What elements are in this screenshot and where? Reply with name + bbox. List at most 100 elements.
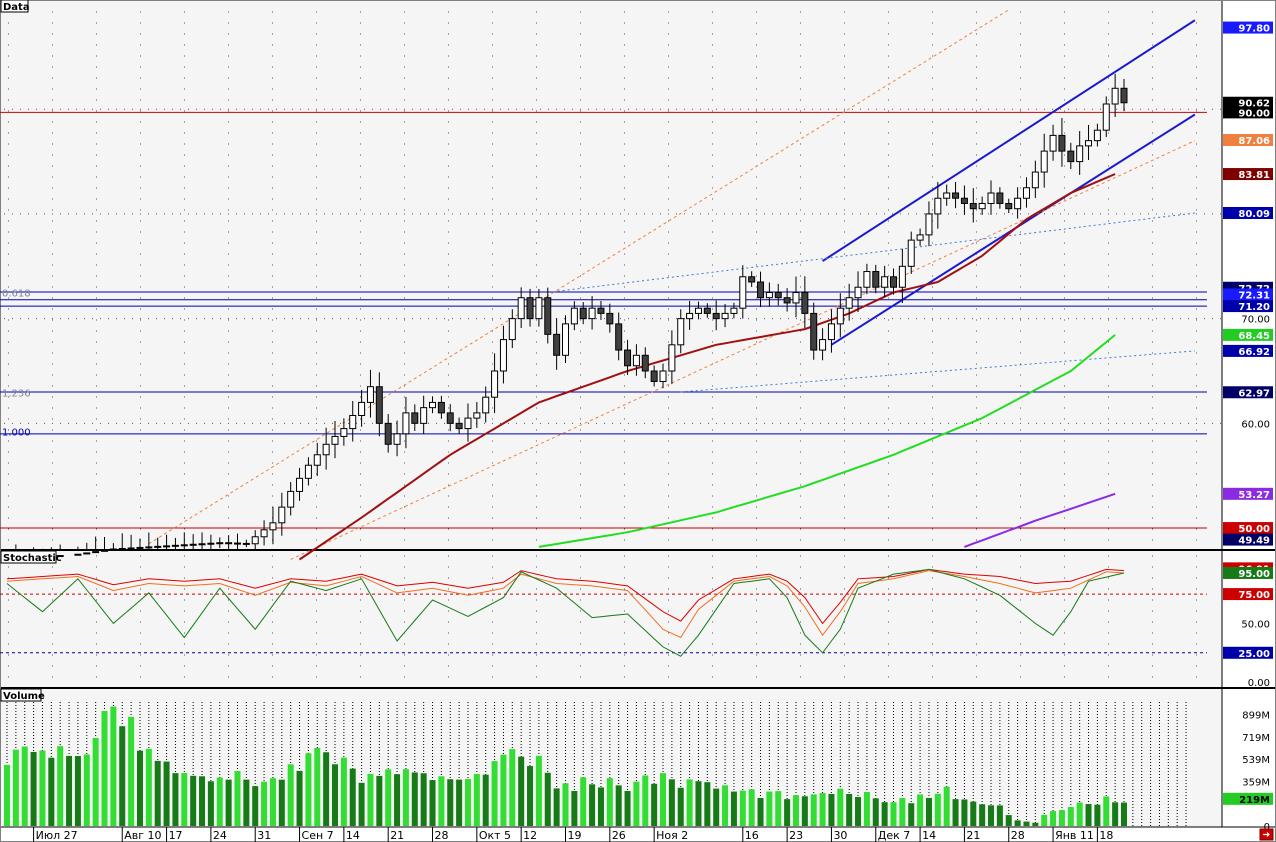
volume-bar xyxy=(429,780,436,826)
candle-body xyxy=(491,370,499,398)
candle-body xyxy=(127,547,135,550)
volume-bar xyxy=(420,773,427,826)
candle-body xyxy=(384,422,392,445)
candle-body xyxy=(154,545,162,548)
price-badge: 71.20 xyxy=(1238,302,1270,313)
volume-bar xyxy=(21,746,28,826)
volume-bar xyxy=(518,756,525,826)
candle-body xyxy=(171,544,179,547)
price-badge: 90.00 xyxy=(1238,108,1270,119)
volume-bar xyxy=(748,789,755,826)
candle-body xyxy=(233,542,241,545)
volume-bar xyxy=(12,749,19,826)
date-label: Авг 10 xyxy=(124,829,161,842)
candle-body xyxy=(872,271,880,288)
candle-body xyxy=(109,548,117,551)
candle-body xyxy=(907,239,915,267)
candle-body xyxy=(535,297,543,320)
date-label: 28 xyxy=(1011,829,1025,842)
date-label: 16 xyxy=(745,829,759,842)
volume-bars xyxy=(4,702,1187,826)
candle-body xyxy=(703,307,711,314)
candle-body xyxy=(588,307,596,320)
volume-bar xyxy=(1067,807,1074,826)
volume-bar xyxy=(722,785,729,826)
trend-channel-line xyxy=(680,350,1195,393)
stochastic-badge-bg xyxy=(1223,566,1273,579)
moving-average-line xyxy=(538,334,1116,548)
candle-body xyxy=(1076,145,1084,163)
candle-body xyxy=(597,307,605,314)
price-badge-bg xyxy=(1223,106,1273,119)
volume-badge: 219M xyxy=(1239,795,1270,806)
labels: Data Stochastic Volume 0.618 1.236 1.000 Июл 2… xyxy=(0,0,1113,842)
price-badge: 87.06 xyxy=(1238,136,1270,147)
volume-bar xyxy=(917,794,924,826)
volume-bar xyxy=(48,757,55,826)
candle-body xyxy=(331,435,339,445)
candle-body xyxy=(801,291,809,314)
volume-bar xyxy=(438,776,445,826)
volume-bar xyxy=(74,756,81,826)
price-axis-tick: 60.00 xyxy=(1241,419,1270,430)
volume-bar xyxy=(1076,802,1083,826)
candle-body xyxy=(712,312,720,320)
candle-body xyxy=(101,549,109,552)
price-badge: 97.80 xyxy=(1238,24,1270,35)
candle-body xyxy=(136,546,144,549)
candle-body xyxy=(1022,187,1030,199)
price-badge-bg xyxy=(1223,533,1273,546)
volume-bar xyxy=(739,790,746,826)
candle-body xyxy=(216,542,224,545)
candle-body xyxy=(650,370,658,382)
candle-body xyxy=(1085,140,1093,147)
volume-bar xyxy=(668,779,675,826)
candle-body xyxy=(624,349,632,367)
price-badge: 62.97 xyxy=(1238,388,1270,399)
volume-bar xyxy=(1112,802,1119,826)
volume-panel-title: Volume xyxy=(3,691,45,702)
candle-body xyxy=(420,407,428,424)
volume-bar xyxy=(296,770,303,826)
stochastic-panel xyxy=(0,551,1222,687)
volume-bar xyxy=(57,746,64,826)
candle-body xyxy=(641,354,649,372)
volume-bar xyxy=(172,773,179,826)
candle-body xyxy=(561,323,569,356)
candle-body xyxy=(579,307,587,320)
volume-bar xyxy=(216,777,223,826)
trend-channel-line xyxy=(290,140,1196,560)
volume-bar xyxy=(766,791,773,826)
candle-body xyxy=(437,401,445,414)
candle-body xyxy=(810,312,818,351)
candle-body xyxy=(881,276,889,288)
candle-body xyxy=(1058,134,1066,152)
price-badge-bg xyxy=(1223,522,1273,535)
candle-body xyxy=(145,546,153,549)
volume-bar xyxy=(855,797,862,826)
price-badge-bg xyxy=(1223,328,1273,341)
price-badge-bg xyxy=(1223,300,1273,313)
volume-bar xyxy=(287,764,294,826)
volume-bar xyxy=(535,755,542,826)
volume-bar xyxy=(660,773,667,826)
volume-bar xyxy=(695,781,702,826)
volume-bar xyxy=(863,791,870,826)
candle-body xyxy=(783,297,791,304)
volume-bar xyxy=(988,805,995,826)
candle-body xyxy=(996,192,1004,204)
volume-bar xyxy=(677,787,684,826)
date-label: 12 xyxy=(523,829,537,842)
volume-bar xyxy=(553,788,560,826)
candle-body xyxy=(978,202,986,210)
candles xyxy=(12,73,1128,561)
date-label: Ноя 2 xyxy=(656,829,688,842)
volume-bar xyxy=(571,790,578,826)
candle-body xyxy=(774,291,782,299)
stochastic-line xyxy=(6,568,1125,657)
candle-body xyxy=(499,339,507,372)
volume-bar xyxy=(819,793,826,826)
overlays xyxy=(0,9,1207,561)
volume-bar xyxy=(961,799,968,826)
